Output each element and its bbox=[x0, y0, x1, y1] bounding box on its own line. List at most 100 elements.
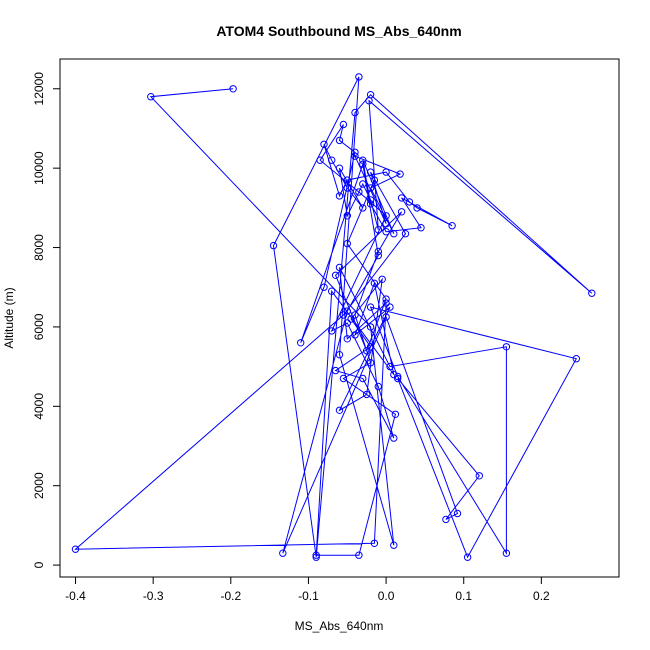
y-tick-label: 12000 bbox=[32, 72, 46, 106]
data-point bbox=[374, 226, 382, 234]
y-tick-label: 10000 bbox=[32, 151, 46, 185]
data-point bbox=[374, 251, 382, 260]
data-point bbox=[339, 311, 348, 319]
data-point bbox=[378, 275, 386, 283]
data-point bbox=[359, 160, 367, 168]
data-point bbox=[351, 108, 359, 117]
data-point bbox=[316, 156, 324, 164]
data-point bbox=[417, 224, 425, 232]
x-axis: -0.4 -0.3 -0.2 -0.1 0.0 0.1 0.2 bbox=[65, 577, 550, 603]
data-point bbox=[475, 472, 483, 480]
data-point bbox=[328, 156, 336, 164]
data-point bbox=[297, 339, 305, 347]
data-point bbox=[453, 509, 462, 518]
series-line bbox=[74, 76, 593, 559]
data-point bbox=[335, 164, 344, 172]
data-point bbox=[320, 140, 328, 149]
data-point bbox=[366, 343, 375, 351]
data-point bbox=[331, 366, 340, 375]
x-tick-label: -0.1 bbox=[298, 589, 319, 603]
x-tick-label: 0.0 bbox=[378, 589, 395, 603]
data-point bbox=[382, 228, 390, 236]
data-point bbox=[370, 176, 379, 184]
data-point bbox=[502, 343, 511, 351]
data-point bbox=[347, 315, 355, 323]
data-point bbox=[366, 196, 375, 204]
data-point bbox=[335, 351, 344, 359]
data-point bbox=[343, 319, 351, 327]
data-point bbox=[355, 551, 363, 559]
data-point bbox=[335, 263, 344, 272]
data-point bbox=[448, 222, 456, 230]
data-point bbox=[339, 374, 348, 383]
x-tick-label: 0.2 bbox=[533, 589, 550, 603]
data-point bbox=[370, 279, 379, 287]
data-point bbox=[359, 180, 367, 188]
data-point bbox=[351, 152, 359, 160]
data-point bbox=[363, 347, 371, 355]
y-tick-label: 6000 bbox=[32, 313, 46, 340]
data-point bbox=[365, 97, 373, 105]
data-point bbox=[343, 176, 351, 184]
data-point bbox=[382, 168, 390, 176]
data-point bbox=[343, 335, 351, 343]
data-point bbox=[363, 390, 371, 399]
data-point bbox=[366, 168, 375, 176]
data-point bbox=[335, 136, 344, 145]
data-point bbox=[343, 307, 351, 315]
y-tick-label: 2000 bbox=[32, 472, 46, 499]
x-tick-label: 0.1 bbox=[455, 589, 472, 603]
data-point bbox=[374, 382, 382, 391]
data-point bbox=[382, 212, 390, 220]
data-point bbox=[394, 374, 402, 383]
data-point bbox=[351, 148, 359, 157]
data-point bbox=[339, 120, 348, 129]
data-point bbox=[147, 93, 155, 101]
data-point bbox=[463, 553, 472, 561]
data-point bbox=[71, 545, 80, 553]
x-tick-label: -0.2 bbox=[220, 589, 241, 603]
data-point bbox=[312, 553, 320, 561]
data-point bbox=[229, 85, 237, 93]
data-point bbox=[382, 220, 390, 228]
data-point bbox=[359, 374, 367, 383]
data-point bbox=[386, 303, 394, 311]
data-point bbox=[359, 204, 367, 212]
x-tick-label: -0.4 bbox=[65, 589, 86, 603]
data-point bbox=[413, 204, 421, 212]
plot-frame bbox=[59, 58, 620, 578]
x-axis-label: MS_Abs_640nm bbox=[295, 619, 384, 633]
data-point bbox=[355, 188, 363, 196]
data-point bbox=[359, 156, 367, 164]
data-point bbox=[335, 192, 344, 200]
data-point bbox=[397, 194, 406, 202]
data-point bbox=[320, 283, 328, 291]
data-point bbox=[382, 299, 390, 307]
data-point bbox=[366, 303, 375, 311]
y-tick-label: 0 bbox=[32, 561, 46, 568]
data-point bbox=[343, 212, 351, 220]
data-point bbox=[401, 230, 410, 238]
data-point bbox=[312, 551, 320, 559]
data-point bbox=[328, 327, 336, 335]
data-point bbox=[572, 355, 580, 363]
y-axis: 0 2000 4000 6000 8000 10000 12000 bbox=[32, 72, 60, 568]
data-point bbox=[502, 549, 511, 557]
data-point bbox=[370, 539, 379, 547]
data-point bbox=[396, 170, 404, 178]
data-point bbox=[355, 73, 363, 81]
data-point bbox=[331, 271, 340, 279]
data-point bbox=[405, 198, 414, 206]
data-point bbox=[335, 406, 344, 414]
data-point bbox=[588, 289, 596, 297]
data-point bbox=[343, 184, 351, 192]
y-tick-label: 8000 bbox=[32, 234, 46, 261]
data-point bbox=[394, 372, 402, 381]
data-point bbox=[390, 541, 398, 549]
data-point bbox=[351, 331, 359, 339]
data-point bbox=[374, 247, 382, 256]
data-point bbox=[343, 239, 351, 248]
x-tick-label: -0.3 bbox=[143, 589, 164, 603]
data-point bbox=[390, 434, 398, 442]
